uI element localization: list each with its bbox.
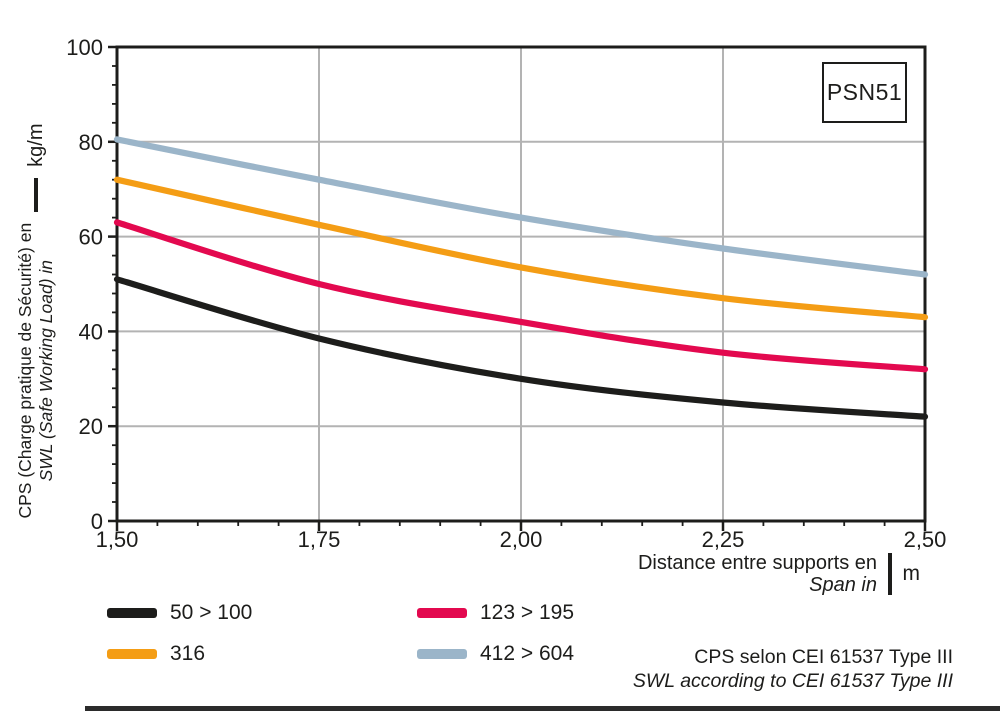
y-tick-label: 80 — [79, 130, 103, 155]
legend-swatch-123-195 — [417, 607, 467, 618]
standard-note-en: SWL according to CEI 61537 Type III — [632, 670, 953, 692]
tick-labels: 0 20 40 60 80 100 1,50 1,75 2,00 2,25 2,50 — [66, 35, 946, 552]
legend-label-412-604: 412 > 604 — [480, 641, 575, 665]
y-tick-label: 40 — [79, 319, 103, 344]
legend-label-316: 316 — [170, 641, 206, 665]
y-axis-title: CPS (Charge pratique de Sécurité) en SWL… — [9, 111, 63, 531]
x-axis-title-en: Span in — [809, 574, 877, 596]
model-label-box: PSN51 — [822, 62, 907, 123]
legend-swatch-412-604 — [417, 648, 467, 659]
gridlines — [117, 47, 925, 521]
x-tick-label: 2,50 — [904, 527, 947, 552]
y-axis-title-en: SWL (Safe Working Load) in — [36, 259, 56, 482]
legend: 50 > 100 316 123 > 195 412 > 604 — [107, 592, 727, 674]
x-axis-unit: m — [902, 562, 921, 585]
standard-note-fr: CPS selon CEI 61537 Type III — [694, 646, 953, 668]
legend-label-50-100: 50 > 100 — [170, 600, 253, 624]
standard-note: CPS selon CEI 61537 Type III SWL accordi… — [450, 645, 953, 693]
y-tick-label: 60 — [79, 225, 103, 250]
legend-item-316: 316 — [107, 642, 417, 666]
legend-label-123-195: 123 > 195 — [480, 600, 575, 624]
model-label: PSN51 — [826, 79, 903, 105]
curve-series-3 — [113, 136, 929, 278]
bottom-crop-bar — [85, 706, 1000, 711]
curve-series-0 — [113, 276, 929, 420]
legend-item-50-100: 50 > 100 — [107, 601, 417, 625]
y-axis-title-text: CPS (Charge pratique de Sécurité) en SWL… — [15, 223, 57, 519]
legend-item-412-604: 412 > 604 — [417, 642, 727, 666]
x-axis-title: Distance entre supports en Span in m — [420, 552, 920, 596]
y-tick-label: 20 — [79, 414, 103, 439]
x-axis-unit-divider — [888, 553, 892, 595]
x-tick-label: 1,75 — [298, 527, 341, 552]
x-tick-label: 1,50 — [96, 527, 139, 552]
y-tick-label: 100 — [66, 35, 103, 60]
y-axis-unit-divider — [34, 177, 38, 212]
x-axis-title-text: Distance entre supports en Span in — [638, 552, 877, 596]
curve-series-1 — [113, 176, 929, 321]
curve-series-2 — [113, 219, 929, 373]
legend-item-123-195: 123 > 195 — [417, 601, 727, 625]
legend-swatch-50-100 — [107, 607, 157, 618]
x-tick-label: 2,25 — [702, 527, 745, 552]
x-tick-label: 2,00 — [500, 527, 543, 552]
plot-frame — [115, 45, 927, 523]
data-curves — [113, 136, 929, 420]
x-axis-title-fr: Distance entre supports en — [637, 552, 877, 574]
y-tick-label: 0 — [91, 509, 103, 534]
y-axis-title-fr: CPS (Charge pratique de Sécurité) en — [15, 222, 35, 519]
y-axis-unit: kg/m — [24, 123, 47, 167]
axis-ticks — [108, 45, 927, 531]
legend-swatch-316 — [107, 648, 157, 659]
